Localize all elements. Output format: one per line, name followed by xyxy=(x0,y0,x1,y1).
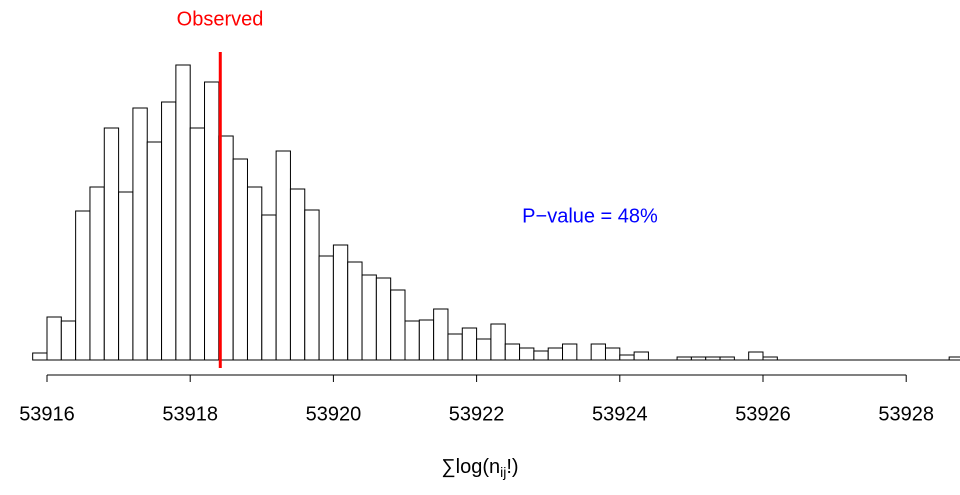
bar xyxy=(490,323,506,361)
bar xyxy=(161,101,177,361)
bar xyxy=(604,347,621,361)
bar xyxy=(433,308,449,361)
bar xyxy=(132,107,148,361)
x-axis-label: ∑log(nij!) xyxy=(441,456,518,479)
bar xyxy=(619,354,635,361)
bar xyxy=(246,186,263,361)
bar xyxy=(547,347,564,361)
bar xyxy=(361,274,377,361)
x-label-sub: ij xyxy=(500,464,506,480)
bar xyxy=(275,150,291,361)
bar xyxy=(32,352,48,361)
bar xyxy=(476,338,492,361)
bar xyxy=(633,351,649,361)
x-tick-label: 53924 xyxy=(592,403,648,425)
bar xyxy=(103,127,120,361)
x-label-end: !) xyxy=(506,456,518,478)
bar xyxy=(175,64,191,361)
bar xyxy=(447,333,463,361)
bar xyxy=(404,320,420,361)
annotation: P−value = 48% xyxy=(522,205,658,227)
bar xyxy=(204,81,220,361)
bar xyxy=(332,244,349,361)
bar xyxy=(232,158,248,361)
bar xyxy=(375,277,392,361)
bar xyxy=(461,327,478,361)
x-tick-label: 53926 xyxy=(735,403,791,425)
bar xyxy=(504,343,521,361)
x-tick-label: 53922 xyxy=(449,403,505,425)
bar xyxy=(118,191,134,361)
bar xyxy=(46,316,62,361)
bar xyxy=(590,343,606,361)
bar xyxy=(304,209,320,361)
x-label-main: ∑log(n xyxy=(441,456,500,478)
bar xyxy=(189,127,206,361)
bar xyxy=(289,188,306,361)
bar xyxy=(75,210,91,361)
bar xyxy=(146,141,163,361)
bar xyxy=(533,350,549,361)
bar xyxy=(347,261,363,361)
bar xyxy=(562,343,578,361)
x-tick-label: 53918 xyxy=(162,403,218,425)
observed-label: Observed xyxy=(177,8,264,30)
bar xyxy=(89,186,105,361)
bar xyxy=(390,289,406,361)
bar xyxy=(519,347,535,361)
bar xyxy=(748,351,764,361)
bar xyxy=(60,320,77,361)
bar xyxy=(261,214,277,361)
x-tick-label: 53920 xyxy=(306,403,362,425)
x-tick-label: 53928 xyxy=(878,403,934,425)
bar xyxy=(418,319,435,361)
bar xyxy=(318,255,334,361)
x-tick-label: 53916 xyxy=(19,403,75,425)
